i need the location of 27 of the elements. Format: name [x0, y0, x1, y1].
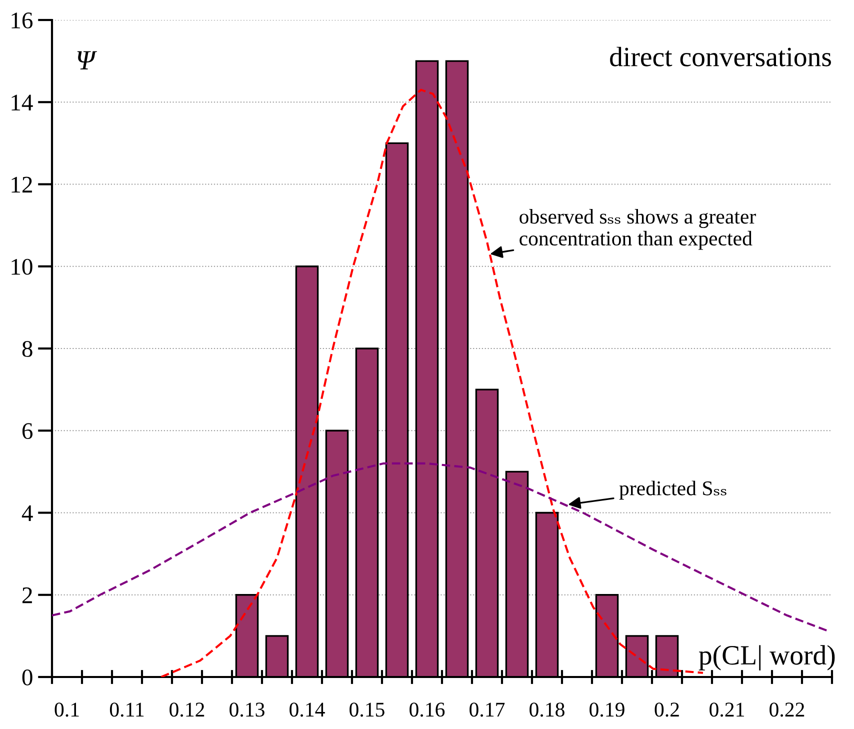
y-tick-label: 8 — [22, 340, 32, 357]
x-tick-label: 0.16 — [410, 702, 445, 717]
x-tick-label: 0.13 — [230, 702, 264, 717]
annotation: observed sₛₛ shows a greater concentration than expected — [520, 209, 756, 250]
x-tick-label: 0.2 — [654, 702, 679, 717]
y-tick-label: 16 — [12, 12, 33, 28]
x-tick-label: 0.17 — [470, 702, 505, 717]
y-tick-label: 4 — [22, 505, 33, 521]
x-tick-label: 0.19 — [590, 702, 624, 717]
text: direct conversations — [610, 46, 831, 66]
x-axis-title: p(CL| word) — [698, 645, 835, 670]
x-tick-label: 0.18 — [530, 702, 564, 717]
x-tick-label: 0.15 — [350, 702, 384, 717]
x-tick-label: 0.11 — [110, 702, 144, 717]
y-axis-title: Ψ — [77, 51, 98, 70]
x-tick-label: 0.22 — [770, 702, 804, 717]
y-tick-label: 6 — [22, 423, 33, 440]
x-tick-label: 0.21 — [710, 702, 744, 717]
y-tick-label: 0 — [22, 669, 32, 686]
x-tick-label: 0.12 — [170, 702, 204, 717]
x-tick-label: 0.14 — [290, 702, 325, 717]
annotation: predicted Sₛₛ — [619, 480, 726, 500]
y-tick-label: 12 — [12, 176, 32, 192]
x-tick-label: 0.1 — [54, 702, 79, 717]
y-tick-label: 2 — [22, 587, 32, 604]
y-tick-label: 14 — [12, 94, 33, 110]
y-tick-label: 10 — [12, 258, 32, 275]
